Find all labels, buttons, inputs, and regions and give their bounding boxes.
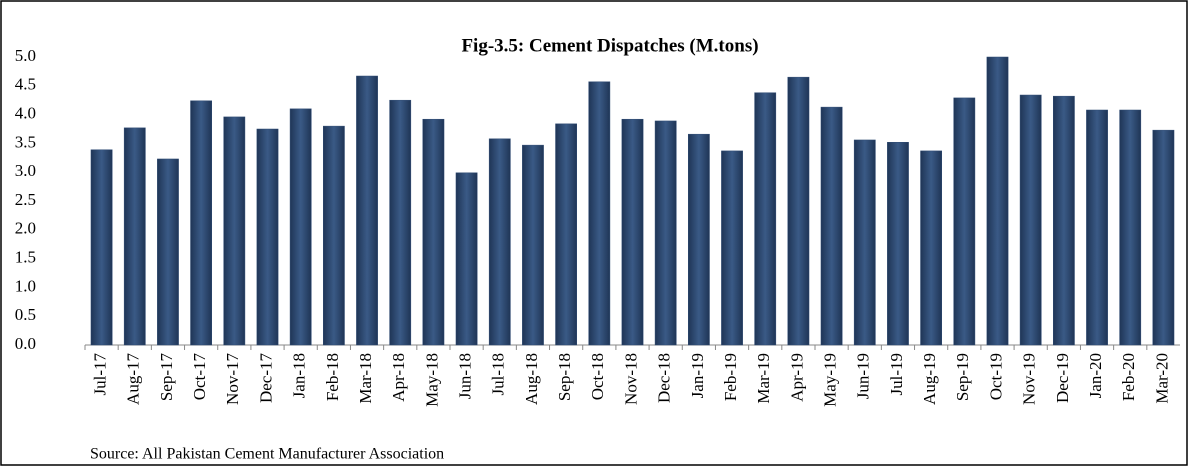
x-tick-label: May-19: [820, 353, 839, 407]
y-tick-label: 2.5: [15, 190, 36, 209]
bar: [488, 138, 511, 346]
bar: [223, 116, 246, 346]
x-tick-label: Oct-18: [588, 353, 607, 400]
bar: [1019, 94, 1042, 346]
y-tick-label: 1.0: [15, 276, 36, 295]
x-tick-label: Jul-18: [489, 353, 508, 396]
bar: [555, 123, 578, 346]
x-tick-label: Apr-19: [787, 353, 806, 402]
x-tick-label: Mar-18: [356, 353, 375, 404]
x-tick-label: Nov-17: [223, 353, 242, 405]
bar: [190, 100, 213, 346]
x-tick-label: Sep-18: [555, 353, 574, 401]
x-tick-label: Sep-19: [953, 353, 972, 401]
y-tick-label: 2.0: [15, 219, 36, 238]
bar: [157, 158, 179, 346]
bar: [654, 120, 677, 346]
y-tick-label: 1.5: [15, 248, 36, 267]
bar: [422, 118, 445, 346]
bar: [887, 141, 909, 346]
bar: [1052, 95, 1075, 346]
bar: [621, 118, 644, 346]
y-tick-label: 3.5: [15, 132, 36, 151]
x-tick-label: Dec-17: [256, 353, 275, 404]
bar: [90, 149, 113, 346]
x-tick-label: Oct-17: [190, 353, 209, 401]
x-tick-label: Aug-19: [920, 353, 939, 405]
bar: [123, 127, 146, 346]
y-tick-label: 4.5: [15, 75, 36, 94]
y-tick-label: 0.5: [15, 305, 36, 324]
x-tick-label: Dec-19: [1053, 353, 1072, 403]
bar: [1119, 109, 1142, 346]
x-tick-label: Jan-20: [1086, 353, 1105, 398]
x-tick-label: Aug-18: [522, 353, 541, 405]
bar: [322, 125, 345, 346]
source-note: Source: All Pakistan Cement Manufacturer…: [90, 446, 444, 463]
x-tick-label: Jan-18: [290, 353, 309, 398]
bar: [356, 75, 378, 346]
bar: [953, 97, 976, 346]
bar: [920, 150, 943, 346]
x-tick-label: Apr-18: [389, 353, 408, 402]
bar: [522, 144, 544, 346]
x-tick-label: Jun-18: [455, 353, 474, 399]
x-tick-label: Feb-19: [721, 353, 740, 401]
x-tick-label: Dec-18: [655, 353, 674, 403]
x-tick-label: Jul-19: [887, 353, 906, 396]
x-tick-label: Sep-17: [157, 353, 176, 402]
x-tick-label: Jun-19: [854, 353, 873, 399]
x-tick-label: Jan-19: [688, 353, 707, 398]
bar: [820, 106, 843, 346]
x-tick-label: Aug-17: [124, 353, 143, 405]
y-tick-label: 3.0: [15, 161, 36, 180]
bar: [588, 81, 611, 346]
x-tick-label: May-18: [422, 353, 441, 407]
bar: [256, 128, 279, 346]
y-tick-label: 0.0: [15, 334, 36, 353]
bar: [721, 150, 743, 346]
bar: [853, 139, 876, 346]
x-tick-label: Nov-18: [621, 353, 640, 405]
x-tick-label: Nov-19: [1020, 353, 1039, 405]
bar: [389, 99, 412, 346]
x-tick-label: Mar-19: [754, 353, 773, 404]
bar: [986, 56, 1009, 346]
bar: [289, 108, 312, 346]
chart-title: Fig-3.5: Cement Dispatches (M.tons): [461, 35, 758, 56]
bar: [455, 172, 478, 346]
x-tick-label: Feb-18: [323, 353, 342, 401]
bar: [787, 76, 810, 346]
x-tick-label: Mar-20: [1152, 353, 1171, 404]
x-tick-label: Oct-19: [986, 353, 1005, 400]
y-tick-label: 5.0: [15, 46, 36, 65]
bar: [1152, 129, 1175, 346]
bar: [754, 92, 777, 346]
x-tick-label: Feb-20: [1119, 353, 1138, 401]
bar: [687, 133, 710, 346]
y-tick-label: 4.0: [15, 104, 36, 123]
x-tick-label: Jul-17: [90, 353, 109, 396]
bar: [1086, 109, 1108, 346]
